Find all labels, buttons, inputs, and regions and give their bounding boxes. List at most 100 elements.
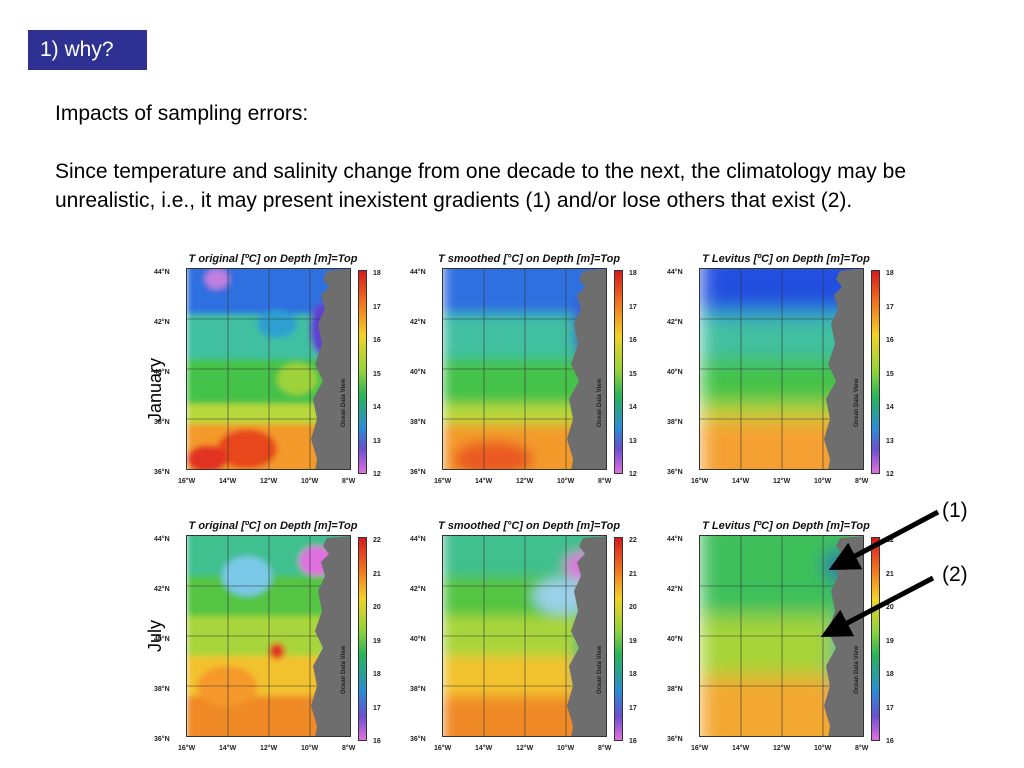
- colorbar-tick: 18: [629, 671, 637, 678]
- y-tick-label: 44°N: [667, 269, 683, 276]
- arrow-2: [820, 575, 935, 637]
- colorbar-tick: 19: [373, 637, 381, 645]
- temperature-field: [443, 269, 606, 469]
- colorbar-tick: 18: [373, 270, 381, 277]
- x-tick-label: 16°W: [691, 745, 709, 752]
- arrow-1: [828, 509, 940, 571]
- x-tick-label: 14°W: [475, 745, 493, 752]
- x-tick-label: 10°W: [814, 745, 832, 752]
- colorbar-tick: 14: [629, 404, 637, 411]
- y-tick-label: 42°N: [154, 319, 170, 326]
- y-tick-label: 38°N: [667, 686, 683, 693]
- map-plot: [442, 535, 607, 737]
- y-tick-label: 38°N: [667, 419, 683, 426]
- colorbar: [358, 537, 367, 741]
- x-tick-label: 10°W: [814, 478, 832, 485]
- x-tick-label: 16°W: [178, 745, 196, 752]
- y-tick-label: 38°N: [154, 686, 170, 693]
- colorbar-tick: 18: [886, 270, 894, 277]
- y-tick-label: 36°N: [667, 736, 683, 743]
- y-tick-label: 42°N: [410, 319, 426, 326]
- y-tick-label: 38°N: [410, 686, 426, 693]
- colorbar-tick: 14: [373, 404, 381, 411]
- colorbar-tick: 18: [886, 671, 894, 678]
- x-tick-label: 14°W: [219, 478, 237, 485]
- map-title: T Levitus [ºC] on Depth [m]=Top: [702, 253, 870, 265]
- coastline-land: [567, 536, 606, 736]
- colorbar-tick: 16: [886, 337, 894, 344]
- slide-paragraph: Since temperature and salinity change fr…: [55, 160, 906, 212]
- x-tick-label: 16°W: [434, 478, 452, 485]
- y-tick-label: 40°N: [410, 369, 426, 376]
- colorbar-tick: 12: [886, 471, 894, 478]
- x-tick-label: 12°W: [773, 745, 791, 752]
- colorbar-tick: 20: [886, 604, 894, 611]
- colorbar-tick: 16: [373, 738, 381, 745]
- map-title: T original [ºC] on Depth [m]=Top: [188, 520, 358, 532]
- annotation-2: (2): [942, 563, 968, 586]
- y-tick-label: 44°N: [410, 536, 426, 543]
- map-title: T smoothed [°C] on Depth [m]=Top: [437, 253, 621, 265]
- temperature-field: [187, 269, 350, 469]
- x-tick-label: 8°W: [855, 478, 869, 485]
- coastline-land: [311, 536, 350, 736]
- colorbar: [358, 270, 367, 474]
- colorbar-tick: 16: [629, 738, 637, 745]
- y-tick-label: 40°N: [667, 369, 683, 376]
- y-tick-label: 40°N: [410, 636, 426, 643]
- colorbar-tick: 17: [373, 303, 381, 311]
- temperature-field: [187, 536, 350, 736]
- temperature-field: [700, 269, 863, 469]
- map-panel-3: T Levitus [ºC] on Depth [m]=Top 44°N 42°N 4…: [661, 252, 911, 500]
- map-panel-5: T smoothed [°C] on Depth [m]=Top 44°N 42°N…: [404, 519, 654, 767]
- colorbar-tick: 15: [373, 370, 381, 378]
- x-tick-label: 14°W: [219, 745, 237, 752]
- map-panel-2: T smoothed [°C] on Depth [m]=Top 44°N 42°N…: [404, 252, 654, 500]
- colorbar: [614, 270, 623, 474]
- colorbar-tick: 17: [373, 704, 381, 712]
- y-tick-label: 40°N: [154, 636, 170, 643]
- x-tick-label: 12°W: [773, 478, 791, 485]
- y-tick-label: 36°N: [667, 469, 683, 476]
- colorbar-tick: 22: [629, 537, 637, 544]
- colorbar-tick: 21: [886, 570, 894, 578]
- y-tick-label: 44°N: [154, 269, 170, 276]
- colorbar-tick: 20: [373, 604, 381, 611]
- y-tick-label: 40°N: [667, 636, 683, 643]
- y-tick-label: 36°N: [410, 736, 426, 743]
- colorbar-tick: 13: [373, 437, 381, 445]
- colorbar-tick: 15: [629, 370, 637, 378]
- colorbar-tick: 19: [629, 637, 637, 645]
- colorbar-tick: 18: [373, 671, 381, 678]
- colorbar-tick: 12: [373, 471, 381, 478]
- y-tick-label: 38°N: [410, 419, 426, 426]
- x-tick-label: 12°W: [516, 745, 534, 752]
- colorbar-tick: 16: [373, 337, 381, 344]
- y-tick-label: 42°N: [410, 586, 426, 593]
- y-tick-label: 36°N: [154, 469, 170, 476]
- y-tick-label: 42°N: [154, 586, 170, 593]
- temperature-field: [443, 536, 606, 736]
- x-tick-label: 14°W: [732, 478, 750, 485]
- colorbar-tick: 15: [886, 370, 894, 378]
- x-tick-label: 10°W: [557, 745, 575, 752]
- colorbar-tick: 19: [886, 637, 894, 645]
- x-tick-label: 16°W: [434, 745, 452, 752]
- y-tick-label: 36°N: [154, 736, 170, 743]
- y-tick-label: 40°N: [154, 369, 170, 376]
- colorbar-tick: 16: [629, 337, 637, 344]
- y-tick-label: 42°N: [667, 586, 683, 593]
- colorbar: [871, 270, 880, 474]
- map-plot: [186, 535, 351, 737]
- colorbar-tick: 17: [629, 704, 637, 712]
- x-tick-label: 10°W: [301, 478, 319, 485]
- x-tick-label: 12°W: [260, 478, 278, 485]
- y-tick-label: 44°N: [154, 536, 170, 543]
- colorbar-tick: 21: [373, 570, 381, 578]
- y-tick-label: 42°N: [667, 319, 683, 326]
- x-tick-label: 8°W: [342, 478, 356, 485]
- x-tick-label: 8°W: [855, 745, 869, 752]
- y-tick-label: 44°N: [667, 536, 683, 543]
- coastline-land: [311, 269, 350, 469]
